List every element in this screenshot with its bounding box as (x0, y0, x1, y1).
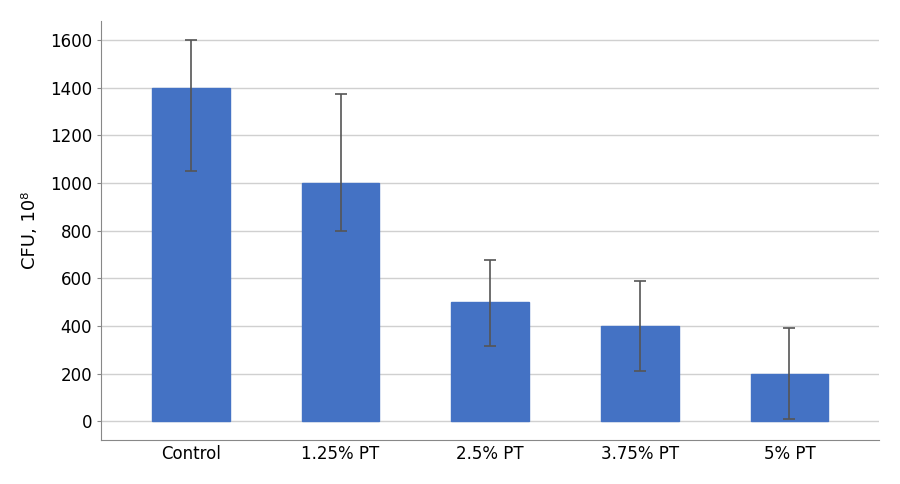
Bar (601, 326, 679, 421)
Bar (751, 374, 828, 421)
Y-axis label: CFU, 10⁸: CFU, 10⁸ (21, 192, 39, 269)
Bar (451, 302, 529, 421)
Bar (152, 88, 230, 421)
Bar (302, 183, 380, 421)
